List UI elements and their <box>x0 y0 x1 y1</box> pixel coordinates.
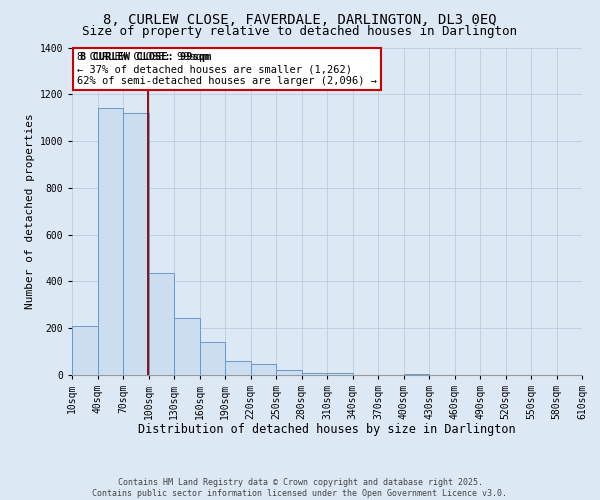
Text: 8, CURLEW CLOSE, FAVERDALE, DARLINGTON, DL3 0EQ: 8, CURLEW CLOSE, FAVERDALE, DARLINGTON, … <box>103 12 497 26</box>
Text: Size of property relative to detached houses in Darlington: Size of property relative to detached ho… <box>83 25 517 38</box>
Text: Contains HM Land Registry data © Crown copyright and database right 2025.
Contai: Contains HM Land Registry data © Crown c… <box>92 478 508 498</box>
Bar <box>327 373 353 375</box>
Bar <box>225 361 251 375</box>
Bar <box>404 374 429 375</box>
Bar <box>251 364 276 375</box>
Bar <box>302 372 327 375</box>
Y-axis label: Number of detached properties: Number of detached properties <box>25 114 35 309</box>
Bar <box>174 318 199 375</box>
Bar <box>97 108 123 375</box>
Bar <box>123 113 149 375</box>
Text: 8 CURLEW CLOSE: 99sqm
← 37% of detached houses are smaller (1,262)
62% of semi-d: 8 CURLEW CLOSE: 99sqm ← 37% of detached … <box>77 52 377 86</box>
X-axis label: Distribution of detached houses by size in Darlington: Distribution of detached houses by size … <box>138 424 516 436</box>
Text: 8 CURLEW CLOSE: 99sqm: 8 CURLEW CLOSE: 99sqm <box>80 52 211 62</box>
Bar <box>276 370 302 375</box>
Bar <box>199 342 225 375</box>
Bar <box>72 326 97 375</box>
Bar <box>149 273 174 375</box>
